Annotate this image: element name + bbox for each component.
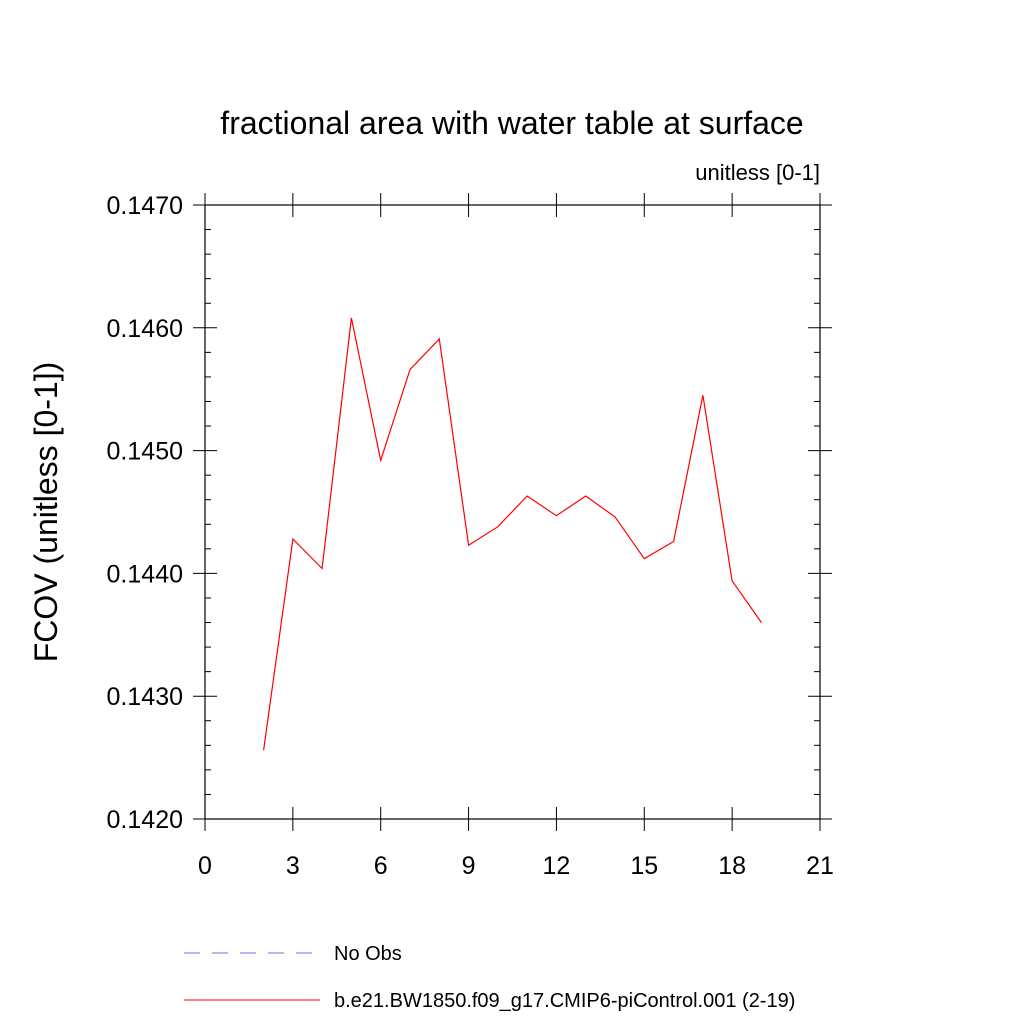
x-tick-labels: 0 3 6 9 12 15 18 21 [198,852,834,880]
x-tick-label: 15 [630,852,658,880]
y-tick-label: 0.1470 [107,192,183,220]
x-tick-label: 18 [718,852,746,880]
plot-frame [204,204,821,820]
x-tick-label: 21 [806,852,834,880]
legend-label: b.e21.BW1850.f09_g17.CMIP6-piControl.001… [334,990,795,1012]
y-tick-label: 0.1440 [107,560,183,588]
series-line [263,317,762,751]
x-tick-label: 0 [198,852,212,880]
chart-subtitle: unitless [0-1] [695,160,820,185]
y-tick-labels: 0.1420 0.1430 0.1440 0.1450 0.1460 0.1470 [107,192,183,834]
x-tick-label: 3 [286,852,300,880]
x-tick-label: 6 [374,852,388,880]
y-tick-label: 0.1450 [107,438,183,466]
x-tick-label: 9 [462,852,476,880]
axis-ticks [193,193,832,831]
y-tick-label: 0.1460 [107,315,183,343]
legend: No Obs b.e21.BW1850.f09_g17.CMIP6-piContr… [184,943,795,1012]
y-axis-label: FCOV (unitless [0-1]) [28,362,64,663]
chart-title: fractional area with water table at surf… [220,105,803,141]
y-tick-label: 0.1420 [107,806,183,834]
y-tick-label: 0.1430 [107,683,183,711]
legend-label: No Obs [334,943,402,965]
series-lines [263,317,762,751]
x-tick-label: 12 [543,852,571,880]
